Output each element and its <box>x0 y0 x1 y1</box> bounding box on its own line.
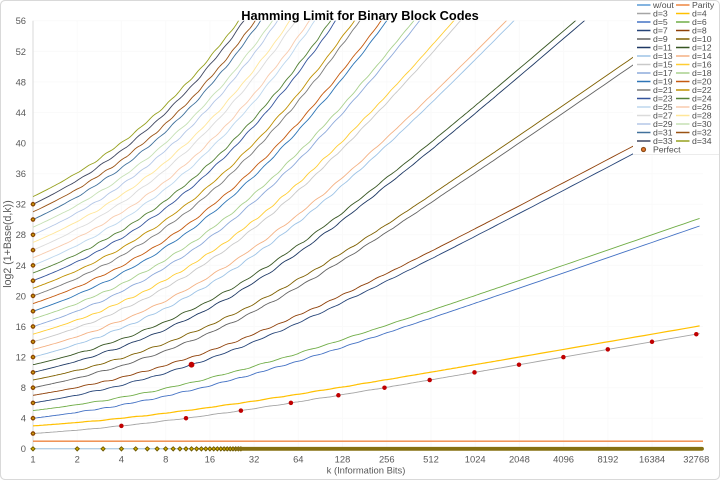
svg-text:8: 8 <box>21 382 26 393</box>
svg-text:d=25: d=25 <box>653 102 673 112</box>
svg-text:d=8: d=8 <box>692 26 707 36</box>
svg-text:d=5: d=5 <box>653 17 668 27</box>
svg-text:44: 44 <box>16 107 26 118</box>
svg-text:20: 20 <box>16 290 26 301</box>
svg-text:d=13: d=13 <box>653 51 673 61</box>
svg-text:4: 4 <box>21 413 26 424</box>
svg-text:d=4: d=4 <box>692 9 707 19</box>
svg-text:12: 12 <box>16 352 26 363</box>
svg-text:0: 0 <box>21 443 26 454</box>
svg-text:8192: 8192 <box>597 454 618 465</box>
svg-text:d=19: d=19 <box>653 77 673 87</box>
svg-text:d=33: d=33 <box>653 136 673 146</box>
svg-text:36: 36 <box>16 168 26 179</box>
svg-text:d=29: d=29 <box>653 119 673 129</box>
svg-text:d=12: d=12 <box>692 43 712 53</box>
svg-text:d=16: d=16 <box>692 60 712 70</box>
svg-text:d=24: d=24 <box>692 94 712 104</box>
svg-text:d=26: d=26 <box>692 102 712 112</box>
svg-text:256: 256 <box>379 454 395 465</box>
svg-text:16: 16 <box>205 454 215 465</box>
svg-text:1024: 1024 <box>465 454 486 465</box>
svg-text:d=9: d=9 <box>653 34 668 44</box>
svg-text:2048: 2048 <box>509 454 530 465</box>
svg-text:d=22: d=22 <box>692 85 712 95</box>
svg-text:d=32: d=32 <box>692 128 712 138</box>
svg-text:d=23: d=23 <box>653 94 673 104</box>
svg-text:28: 28 <box>16 229 26 240</box>
svg-text:32768: 32768 <box>683 454 709 465</box>
svg-text:Hamming Limit for Binary Block: Hamming Limit for Binary Block Codes <box>241 8 479 23</box>
svg-text:40: 40 <box>16 138 26 149</box>
svg-text:16: 16 <box>16 321 26 332</box>
svg-text:k (Information Bits): k (Information Bits) <box>327 465 406 476</box>
svg-text:16384: 16384 <box>639 454 665 465</box>
svg-text:4096: 4096 <box>553 454 574 465</box>
svg-text:d=15: d=15 <box>653 60 673 70</box>
svg-text:d=3: d=3 <box>653 9 668 19</box>
svg-text:2: 2 <box>75 454 80 465</box>
svg-text:d=6: d=6 <box>692 17 707 27</box>
svg-text:32: 32 <box>249 454 259 465</box>
svg-text:d=34: d=34 <box>692 136 712 146</box>
svg-text:d=10: d=10 <box>692 34 712 44</box>
svg-text:w/out: w/out <box>652 0 674 10</box>
svg-text:1: 1 <box>30 454 35 465</box>
svg-text:d=17: d=17 <box>653 68 673 78</box>
svg-text:d=28: d=28 <box>692 111 712 121</box>
svg-text:d=7: d=7 <box>653 26 668 36</box>
svg-text:52: 52 <box>16 46 26 57</box>
svg-text:24: 24 <box>16 260 26 271</box>
svg-text:128: 128 <box>335 454 351 465</box>
svg-text:64: 64 <box>293 454 303 465</box>
svg-text:d=21: d=21 <box>653 85 673 95</box>
svg-text:d=31: d=31 <box>653 128 673 138</box>
svg-text:d=20: d=20 <box>692 77 712 87</box>
svg-text:512: 512 <box>423 454 439 465</box>
svg-text:Parity: Parity <box>692 0 715 10</box>
svg-text:Perfect: Perfect <box>653 145 681 155</box>
svg-text:log2 (1+Base(d,k)): log2 (1+Base(d,k)) <box>2 200 14 287</box>
svg-text:d=27: d=27 <box>653 111 673 121</box>
svg-text:d=14: d=14 <box>692 51 712 61</box>
svg-text:d=11: d=11 <box>653 43 672 53</box>
svg-text:48: 48 <box>16 76 26 87</box>
svg-text:8: 8 <box>163 454 168 465</box>
svg-text:d=30: d=30 <box>692 119 712 129</box>
svg-text:56: 56 <box>16 15 26 26</box>
svg-text:4: 4 <box>119 454 124 465</box>
svg-text:d=18: d=18 <box>692 68 712 78</box>
svg-text:32: 32 <box>16 199 26 210</box>
